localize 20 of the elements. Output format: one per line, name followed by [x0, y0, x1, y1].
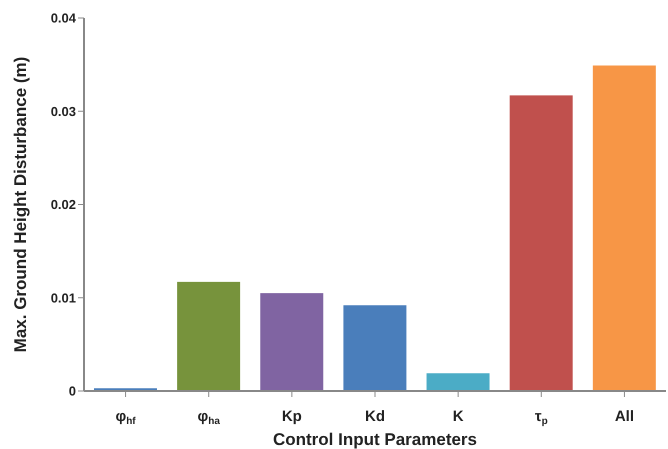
bar — [260, 293, 324, 391]
x-tick-label: K — [452, 408, 464, 425]
x-tick-label: All — [614, 408, 634, 425]
y-tick-label: 0 — [68, 384, 76, 399]
x-axis-title: Control Input Parameters — [272, 430, 478, 449]
x-tick-label: τ$_{p}$ — [534, 408, 548, 427]
y-tick-label: 0.01 — [50, 290, 76, 306]
bar — [343, 305, 406, 391]
y-tick-label: 0.03 — [50, 104, 76, 119]
bar — [177, 282, 240, 391]
bar — [510, 95, 573, 391]
x-tick-label: Kd — [365, 408, 385, 425]
x-tick-label: Kp — [282, 408, 302, 425]
x-tick-label: φ$_{hf}$ — [115, 408, 136, 427]
bar — [592, 66, 656, 391]
bar — [426, 373, 490, 391]
y-axis-title: Max. Ground Height Disturbance (m) — [11, 56, 30, 352]
y-tick-label: 0.04 — [50, 10, 77, 26]
y-tick-label: 0.02 — [50, 197, 76, 212]
x-tick-label: φ$_{ha}$ — [198, 408, 220, 427]
